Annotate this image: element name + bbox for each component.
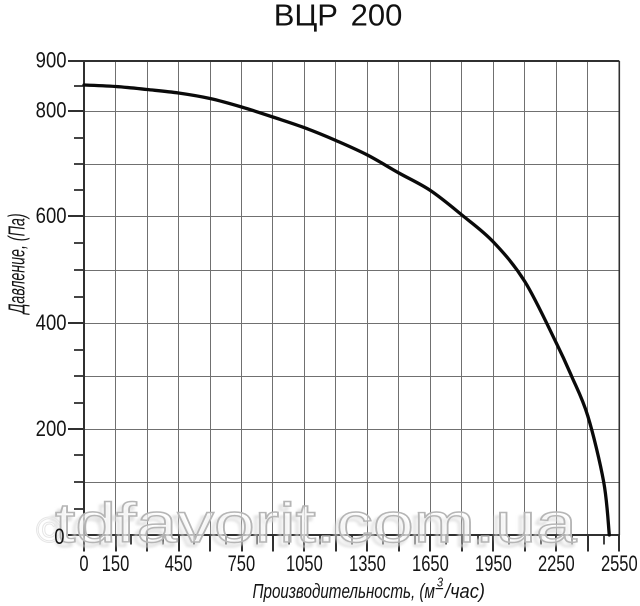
svg-text:750: 750 <box>228 552 256 577</box>
svg-text:1650: 1650 <box>412 552 449 577</box>
svg-text:tdfavorit.com.ua: tdfavorit.com.ua <box>51 495 574 558</box>
svg-text:©: © <box>36 509 63 550</box>
svg-text:400: 400 <box>36 312 67 336</box>
svg-text:/час): /час) <box>443 581 485 603</box>
svg-text:600: 600 <box>36 205 67 229</box>
svg-text:150: 150 <box>102 552 130 577</box>
svg-text:0: 0 <box>79 552 88 577</box>
svg-text:0: 0 <box>54 526 64 550</box>
svg-text:3: 3 <box>437 575 443 590</box>
svg-text:800: 800 <box>36 99 67 123</box>
svg-text:2550: 2550 <box>601 552 638 577</box>
svg-text:tdfavorit.com.ua: tdfavorit.com.ua <box>55 491 578 554</box>
svg-text:Давление, (Па): Давление, (Па) <box>5 213 30 315</box>
svg-text:1050: 1050 <box>286 552 323 577</box>
svg-text:ВЦР 200: ВЦР 200 <box>274 0 403 33</box>
svg-text:1350: 1350 <box>349 552 386 577</box>
svg-text:200: 200 <box>36 418 67 442</box>
svg-text:Производительность, (м: Производительность, (м <box>253 580 435 603</box>
svg-text:1950: 1950 <box>475 552 512 577</box>
svg-text:900: 900 <box>36 49 67 73</box>
svg-text:2250: 2250 <box>538 552 575 577</box>
svg-text:450: 450 <box>165 552 193 577</box>
